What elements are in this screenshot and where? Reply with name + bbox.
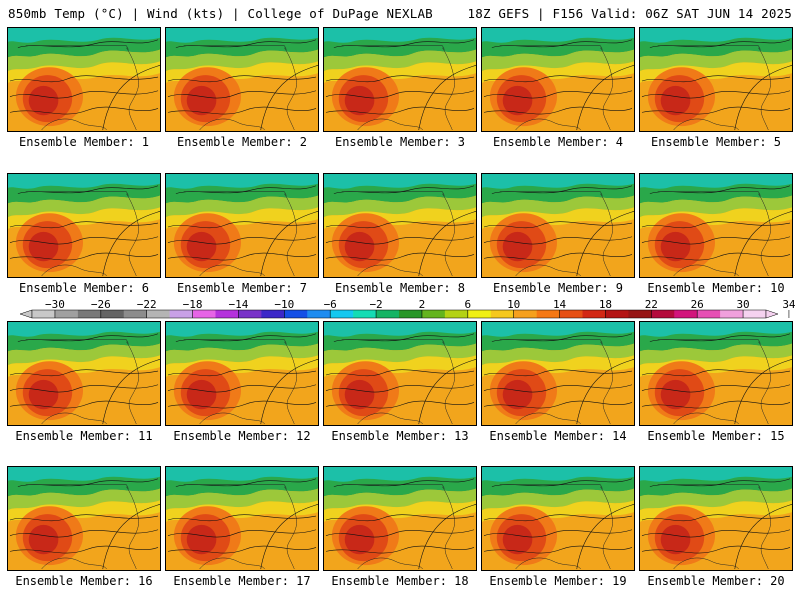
ensemble-member-map bbox=[165, 173, 319, 278]
scale-tick-label: 34 bbox=[782, 298, 796, 311]
ensemble-member-label: Ensemble Member: 17 bbox=[173, 574, 311, 588]
ensemble-member-map bbox=[639, 173, 793, 278]
scale-swatch bbox=[215, 310, 239, 318]
scale-swatch bbox=[353, 310, 377, 318]
scale-swatch bbox=[192, 310, 216, 318]
scale-swatch bbox=[559, 310, 583, 318]
scale-swatch bbox=[261, 310, 285, 318]
ensemble-member-label: Ensemble Member: 7 bbox=[176, 281, 308, 295]
scale-swatch bbox=[307, 310, 331, 318]
scale-tick-label: 6 bbox=[465, 298, 472, 311]
ensemble-member-map bbox=[323, 321, 477, 426]
ensemble-member-map bbox=[7, 27, 161, 132]
ensemble-member-map bbox=[639, 27, 793, 132]
scale-swatch bbox=[697, 310, 721, 318]
scale-swatch bbox=[628, 310, 652, 318]
ensemble-member-label: Ensemble Member: 14 bbox=[489, 429, 627, 443]
scale-tick-label: −14 bbox=[229, 298, 249, 311]
ensemble-member-map bbox=[7, 173, 161, 278]
scale-swatch bbox=[421, 310, 446, 318]
ensemble-member-label: Ensemble Member: 5 bbox=[650, 135, 782, 149]
scale-tick-label: −10 bbox=[274, 298, 294, 311]
ensemble-member-label: Ensemble Member: 18 bbox=[331, 574, 469, 588]
scale-swatch bbox=[376, 310, 400, 318]
ensemble-member-label: Ensemble Member: 2 bbox=[176, 135, 308, 149]
ensemble-member-label: Ensemble Member: 3 bbox=[334, 135, 466, 149]
scale-tick-label: 18 bbox=[599, 298, 612, 311]
scale-tick-label: −6 bbox=[324, 298, 337, 311]
scale-swatch bbox=[651, 310, 675, 318]
scale-tick-label: −2 bbox=[369, 298, 382, 311]
scale-swatch bbox=[674, 310, 698, 318]
scale-tick-label: −18 bbox=[183, 298, 203, 311]
scale-swatch bbox=[444, 310, 469, 318]
scale-swatch bbox=[100, 310, 125, 318]
scale-swatch bbox=[123, 310, 147, 318]
ensemble-member-label: Ensemble Member: 19 bbox=[489, 574, 627, 588]
model-run-info: 18Z GEFS | F156 Valid: 06Z SAT JUN 14 20… bbox=[467, 6, 792, 21]
temperature-color-scale: −30−26−22−18−14−10−6−2261014182226303438… bbox=[19, 298, 796, 319]
ensemble-member-label: Ensemble Member: 1 bbox=[18, 135, 150, 149]
scale-arrow-right bbox=[765, 309, 779, 319]
map-title: 850mb Temp (°C) | Wind (kts) | College o… bbox=[8, 6, 433, 21]
scale-swatch bbox=[743, 310, 767, 318]
scale-tick-label: 26 bbox=[691, 298, 704, 311]
scale-tick-label: −26 bbox=[91, 298, 111, 311]
ensemble-member-map bbox=[481, 466, 635, 571]
ensemble-member-map bbox=[165, 27, 319, 132]
ensemble-member-map bbox=[481, 321, 635, 426]
ensemble-member-label: Ensemble Member: 16 bbox=[15, 574, 153, 588]
ensemble-member-label: Ensemble Member: 20 bbox=[647, 574, 785, 588]
ensemble-member-map bbox=[323, 173, 477, 278]
scale-tick-label: 2 bbox=[419, 298, 426, 311]
ensemble-member-map bbox=[165, 321, 319, 426]
ensemble-member-map bbox=[165, 466, 319, 571]
ensemble-member-label: Ensemble Member: 8 bbox=[334, 281, 466, 295]
scale-swatch bbox=[77, 310, 102, 318]
scale-tick-label: −30 bbox=[45, 298, 65, 311]
ensemble-member-map bbox=[639, 321, 793, 426]
scale-swatch bbox=[32, 310, 56, 318]
scale-swatch bbox=[330, 310, 354, 318]
ensemble-member-map bbox=[481, 173, 635, 278]
scale-swatch bbox=[582, 310, 606, 318]
scale-tick-label: 22 bbox=[645, 298, 658, 311]
ensemble-member-map bbox=[323, 27, 477, 132]
scale-swatch bbox=[284, 310, 308, 318]
ensemble-member-label: Ensemble Member: 15 bbox=[647, 429, 785, 443]
ensemble-member-map bbox=[7, 466, 161, 571]
ensemble-member-map bbox=[323, 466, 477, 571]
scale-arrow-left bbox=[19, 309, 33, 319]
scale-swatch bbox=[169, 310, 193, 318]
ensemble-member-label: Ensemble Member: 6 bbox=[18, 281, 150, 295]
ensemble-member-label: Ensemble Member: 11 bbox=[15, 429, 153, 443]
scale-tick-label: 14 bbox=[553, 298, 567, 311]
ensemble-member-label: Ensemble Member: 4 bbox=[492, 135, 624, 149]
ensemble-member-map bbox=[7, 321, 161, 426]
ensemble-member-label: Ensemble Member: 12 bbox=[173, 429, 311, 443]
ensemble-member-label: Ensemble Member: 9 bbox=[492, 281, 624, 295]
scale-swatch bbox=[399, 310, 423, 318]
scale-swatch bbox=[467, 310, 492, 318]
scale-tick-label: −22 bbox=[137, 298, 157, 311]
ensemble-member-label: Ensemble Member: 13 bbox=[331, 429, 469, 443]
scale-tick-label: 10 bbox=[507, 298, 520, 311]
ensemble-member-map bbox=[639, 466, 793, 571]
scale-swatch bbox=[605, 310, 629, 318]
ensemble-member-map bbox=[481, 27, 635, 132]
ensemble-member-label: Ensemble Member: 10 bbox=[647, 281, 785, 295]
scale-swatch bbox=[513, 310, 537, 318]
scale-swatch bbox=[536, 310, 560, 318]
scale-swatch bbox=[720, 310, 744, 318]
scale-swatch bbox=[490, 310, 514, 318]
scale-tick-label: 30 bbox=[736, 298, 749, 311]
scale-swatch bbox=[238, 310, 262, 318]
scale-swatch bbox=[146, 310, 170, 318]
scale-swatch bbox=[54, 310, 79, 318]
